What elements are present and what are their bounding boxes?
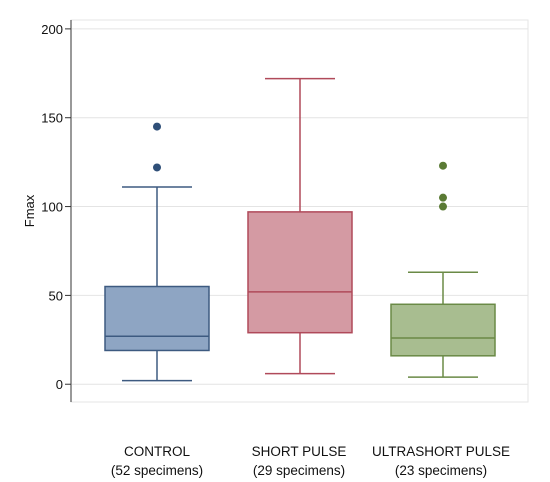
category-note: (23 specimens) xyxy=(394,463,488,478)
category-name: CONTROL xyxy=(123,444,190,459)
y-tick-label-0: 0 xyxy=(56,377,63,392)
outlier-point xyxy=(153,163,161,172)
box-series xyxy=(104,77,496,382)
outlier-point xyxy=(439,193,447,202)
category-note: (52 specimens) xyxy=(110,463,204,478)
box-iqr xyxy=(247,211,353,334)
category-note: (29 specimens) xyxy=(252,463,346,478)
category-label-control: CONTROL (52 specimens) xyxy=(72,442,242,480)
category-name: SHORT PULSE xyxy=(251,444,347,459)
y-tick-label-50: 50 xyxy=(49,288,63,303)
y-tick-label-200: 200 xyxy=(41,22,63,37)
category-label-ultrashort-pulse: ULTRASHORT PULSE (23 specimens) xyxy=(356,442,526,480)
box-iqr xyxy=(104,285,210,352)
box-3 xyxy=(390,161,496,378)
y-axis-ticks: 0 50 100 150 200 xyxy=(41,22,71,392)
y-tick-label-100: 100 xyxy=(41,200,63,215)
category-label-short-pulse: SHORT PULSE (29 specimens) xyxy=(214,442,384,480)
outlier-point xyxy=(153,122,161,131)
y-axis-label: Fmax xyxy=(22,194,37,227)
box-iqr xyxy=(390,303,496,357)
y-tick-label-150: 150 xyxy=(41,111,63,126)
outlier-point xyxy=(439,202,447,211)
box-2 xyxy=(247,77,353,375)
box-1 xyxy=(104,122,210,382)
outlier-point xyxy=(439,161,447,170)
category-name: ULTRASHORT PULSE xyxy=(371,444,511,459)
